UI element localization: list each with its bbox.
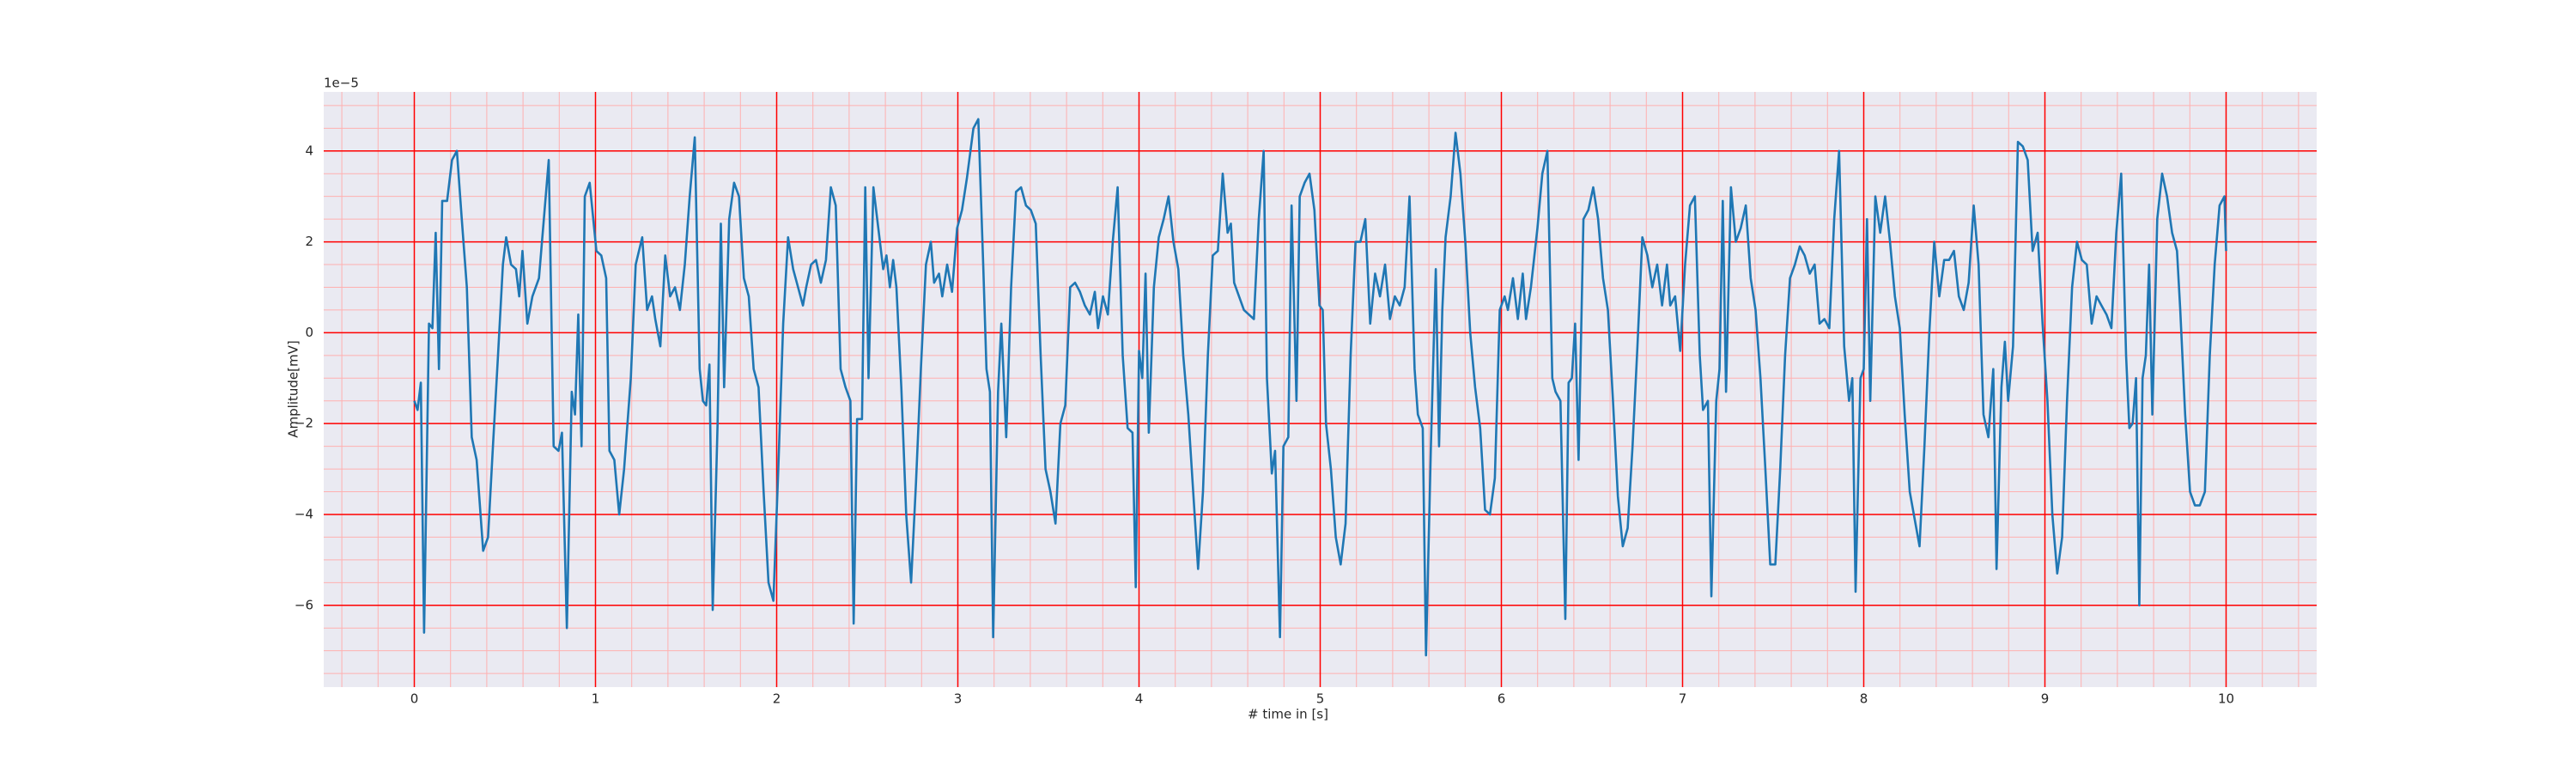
x-tick-label: 7 [1679,691,1687,707]
x-tick-label: 9 [2041,691,2050,707]
signal-line [413,118,2227,657]
x-tick-label: 3 [954,691,963,707]
y-tick-label: 0 [305,325,313,340]
x-tick-label: 2 [773,691,781,707]
y-offset-label: 1e−5 [324,76,359,91]
y-tick-label: 4 [305,143,313,158]
x-tick-label: 8 [1860,691,1868,707]
x-tick-label: 10 [2218,691,2234,707]
x-tick-label: 1 [592,691,600,707]
y-tick-label: −2 [295,416,313,431]
y-axis-label: Amplitude[mV] [286,340,301,437]
y-tick-label: −6 [295,597,313,612]
x-tick-label: 5 [1316,691,1325,707]
x-tick-label: 0 [410,691,419,707]
x-tick-label: 4 [1135,691,1144,707]
y-tick-label: 2 [305,234,313,249]
x-tick-label: 6 [1498,691,1506,707]
x-axis-label: # time in [s] [1248,707,1328,722]
y-tick-label: −4 [295,506,313,521]
